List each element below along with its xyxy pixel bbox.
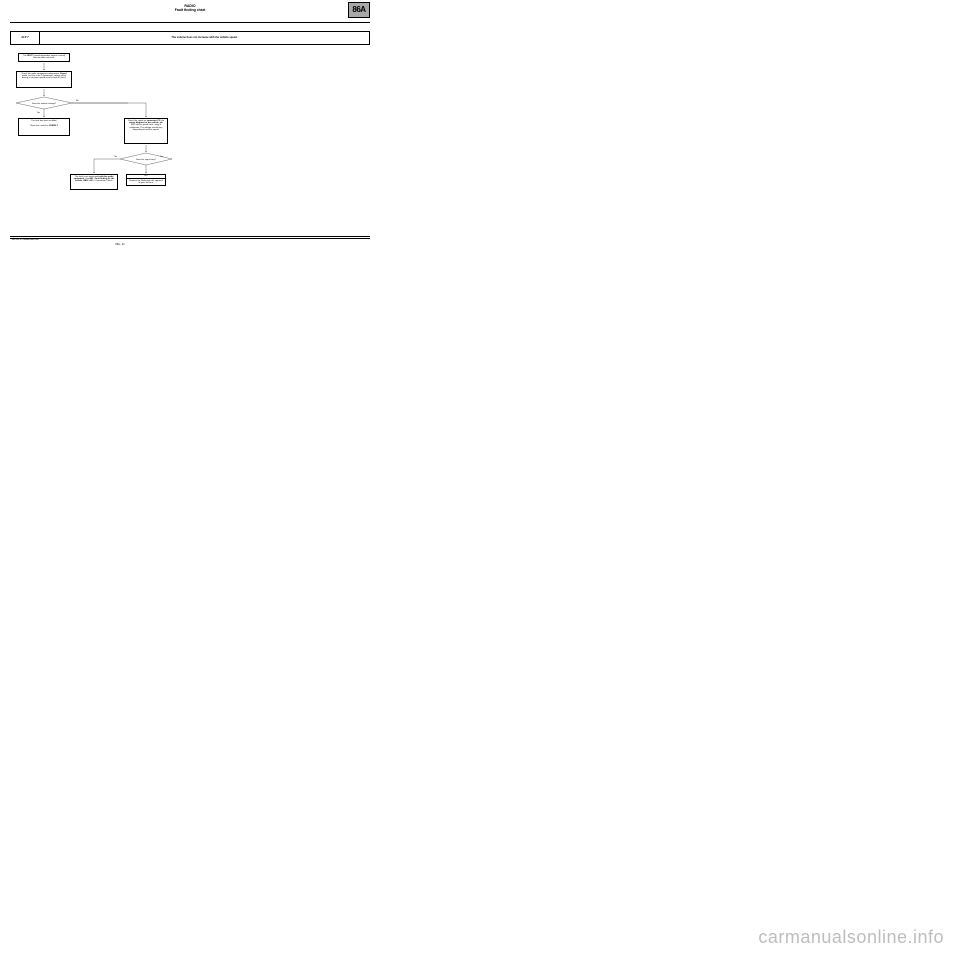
box-replace: OLC Replace the Radio with the approval … [126,174,166,186]
header: RADIO Fault finding chart 86A [10,4,370,20]
alp-row: ALP 7 The volume does not increase with … [10,31,370,45]
flowchart: Does the volume change? Yes No Does the … [10,51,370,241]
page-container: RADIO Fault finding chart 86A ALP 7 The … [10,4,370,241]
header-title: RADIO Fault finding chart [10,4,370,12]
header-line2: Fault finding chart [175,8,206,12]
d2-text: Does the signal vary? [136,158,157,161]
box-sdvc: The SDVC (speed dependent volume control… [18,53,70,62]
d1-no: No [76,100,79,102]
box-rectified: The fault has been rectified. Reset the … [18,118,70,136]
footer-center: 86A - 24 [10,243,230,246]
footer-rule-bot [10,238,370,239]
footer-rule-top [10,236,370,237]
box-check-config: Check the audio equipment configuration:… [16,71,72,88]
d2-no: No [114,156,117,158]
d2-yes: Yes [160,156,163,158]
footer-left: MR-453-X79-86A000$080.mif [12,239,39,241]
b3-line2: Reset the control to CURVE 2 [21,125,67,127]
box-check-signal: Check the signal on connector C2 (the wi… [124,118,168,144]
watermark: carmanualsonline.info [758,927,944,948]
alp-id: ALP 7 [11,32,40,44]
d1-text: Does the volume change? [32,102,57,105]
b3-line1: The fault has been rectified. [21,120,67,122]
header-rule [10,22,370,23]
alp-title: The volume does not increase with the ve… [40,32,369,44]
box-not-audio: The fault is not associated with the aud… [70,174,118,190]
b6-line2: Replace the Radio with the approval of y… [129,180,163,185]
d1-yes: Yes [37,112,40,114]
section-code-box: 86A [348,2,370,18]
b6-line1: OLC [127,175,165,179]
